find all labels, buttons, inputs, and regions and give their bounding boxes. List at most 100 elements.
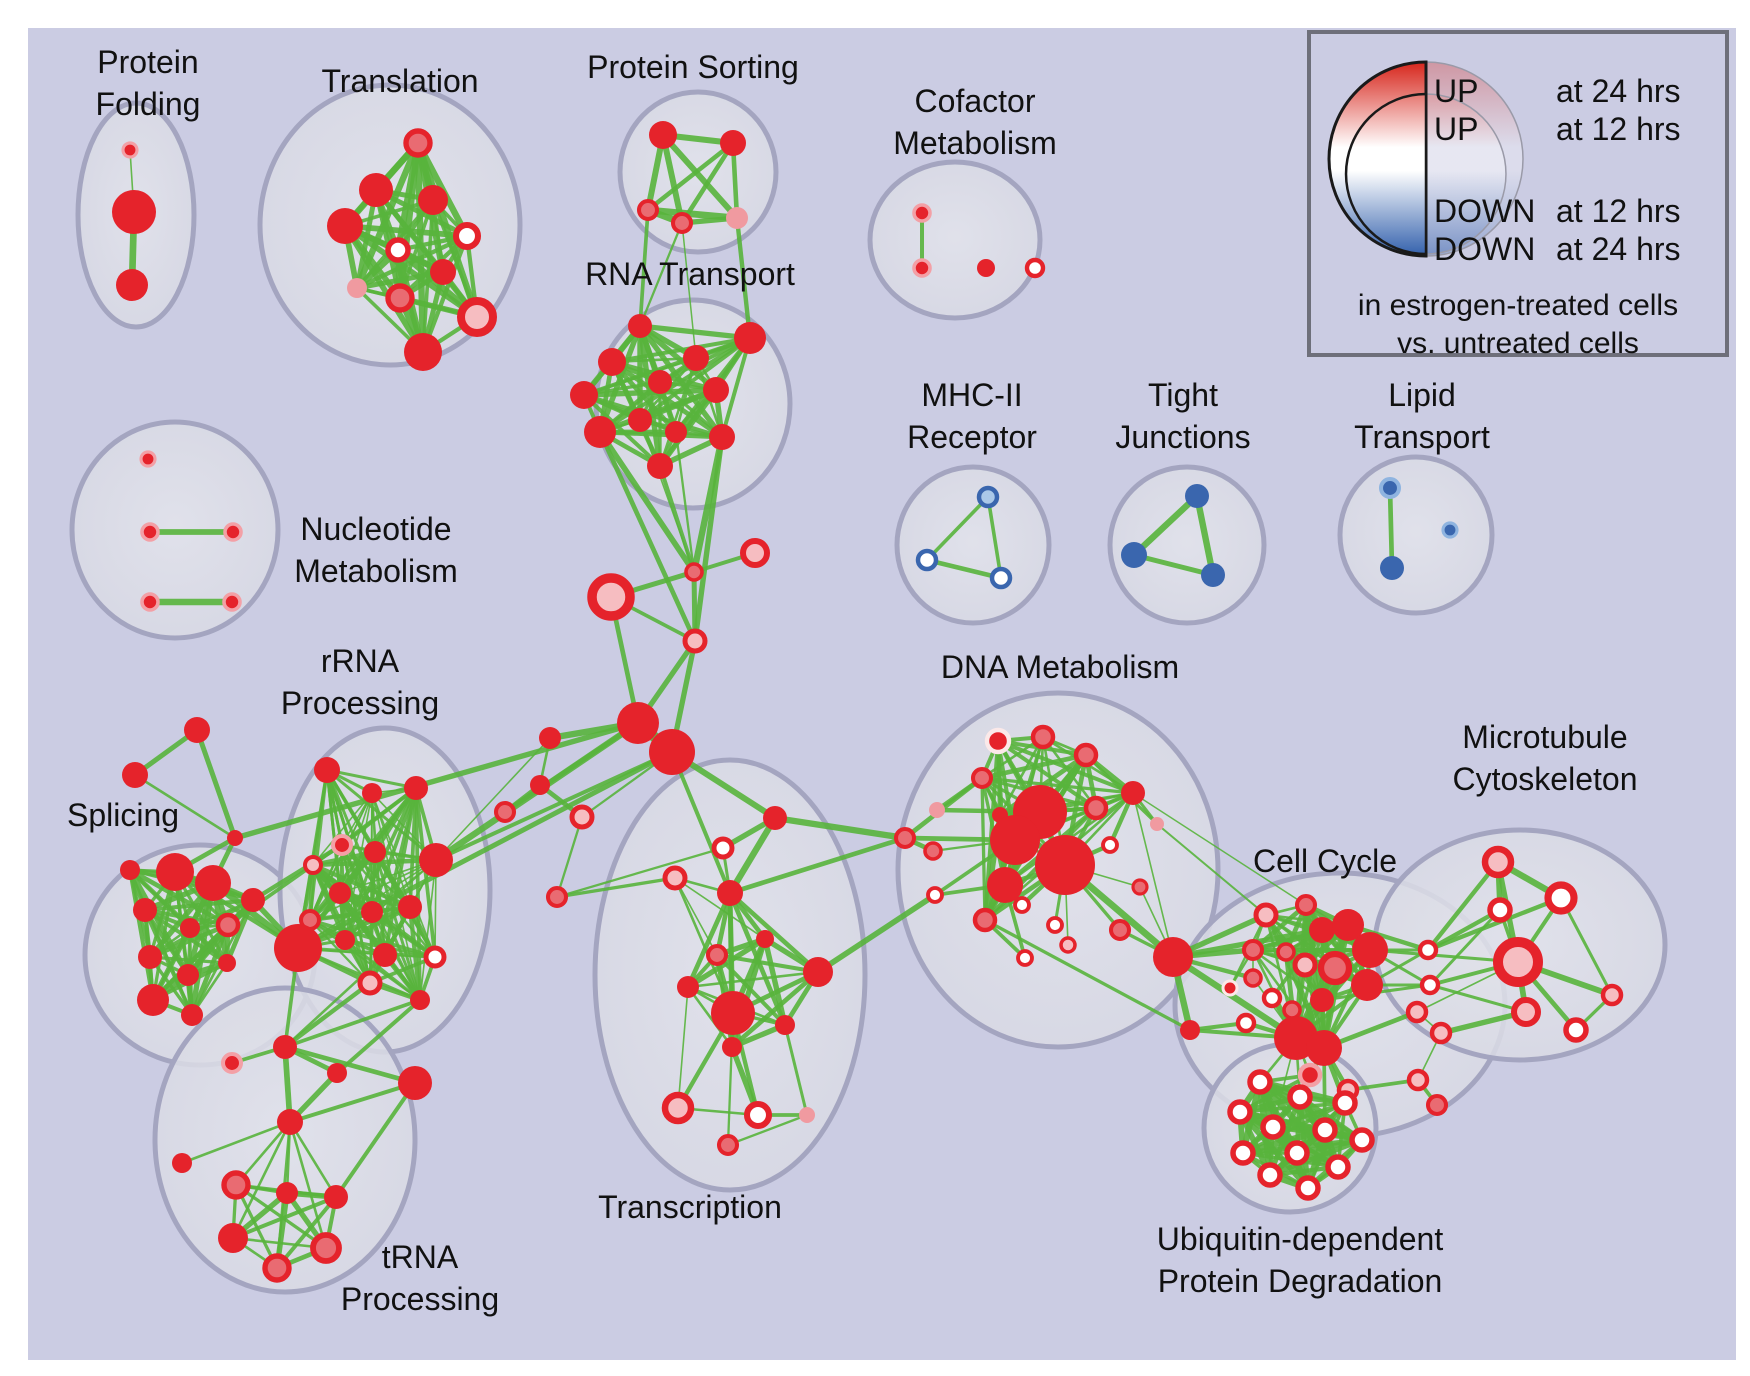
node (1425, 1093, 1449, 1117)
node (1108, 918, 1132, 942)
node (1493, 937, 1543, 987)
edge (670, 750, 732, 895)
node (677, 976, 699, 998)
node (359, 173, 393, 207)
node (628, 314, 652, 338)
node (221, 1170, 251, 1200)
node (140, 522, 160, 542)
edge (726, 814, 779, 897)
node (703, 377, 729, 403)
edge (734, 215, 753, 341)
legend-direction-label: UP (1434, 73, 1478, 109)
node (587, 573, 635, 621)
cluster-bubble-tight-junctions (1107, 464, 1267, 626)
node (1153, 937, 1193, 977)
cluster-label-trna-processing: tRNA (382, 1239, 459, 1275)
node (1306, 1030, 1342, 1066)
node (977, 259, 995, 277)
edge (980, 776, 1135, 795)
node (327, 208, 363, 244)
edge (419, 859, 437, 1001)
node (121, 141, 139, 159)
node (734, 322, 766, 354)
edge (555, 846, 725, 899)
edge (762, 936, 788, 1028)
edge (354, 269, 446, 291)
node (711, 836, 735, 860)
node (1083, 795, 1109, 821)
node (222, 592, 242, 612)
node (711, 991, 755, 1035)
edge (1238, 1101, 1347, 1114)
node (972, 907, 998, 933)
node (1180, 1020, 1200, 1040)
legend-time-label: at 12 hrs (1556, 193, 1681, 229)
node (1253, 902, 1279, 928)
cluster-label-ubiquitin-degradation: Protein Degradation (1158, 1263, 1443, 1299)
node (140, 592, 160, 612)
node (241, 888, 265, 912)
node (1309, 917, 1335, 943)
node (1030, 724, 1056, 750)
node (1487, 897, 1513, 923)
edge (128, 868, 194, 1017)
edge (231, 1120, 292, 1240)
node (373, 943, 397, 967)
node (1378, 476, 1402, 500)
node (273, 1035, 297, 1059)
node (362, 783, 382, 803)
node (912, 258, 932, 278)
node (218, 1223, 248, 1253)
node (1227, 1099, 1253, 1125)
node (1241, 938, 1265, 962)
node (584, 416, 616, 448)
edge (686, 985, 734, 1049)
node (662, 865, 688, 891)
edge (133, 773, 237, 840)
cluster-label-microtubule-cytoskeleton: Microtubule (1462, 719, 1627, 755)
legend-time-label: at 12 hrs (1556, 111, 1681, 147)
node (1325, 1154, 1351, 1180)
node (1294, 893, 1318, 917)
node (1563, 1017, 1589, 1043)
node (133, 898, 157, 922)
node (404, 776, 428, 800)
node (617, 702, 659, 744)
node (139, 450, 157, 468)
edge (127, 867, 191, 978)
edge (637, 323, 663, 469)
edge (288, 1120, 328, 1250)
edge (312, 792, 373, 866)
edge (1428, 983, 1528, 1014)
edge (1559, 896, 1614, 997)
edge (980, 776, 987, 922)
node (1235, 1012, 1257, 1034)
node (1276, 942, 1296, 962)
edge (308, 918, 372, 985)
edge (1084, 753, 1159, 826)
node (385, 237, 411, 263)
edge (1193, 492, 1217, 579)
node (1221, 979, 1239, 997)
cluster-label-protein-sorting: Protein Sorting (587, 49, 799, 85)
edge (128, 868, 155, 1002)
node (1417, 939, 1439, 961)
node (120, 860, 140, 880)
edge (282, 1044, 418, 1086)
node (335, 930, 355, 950)
node (1101, 836, 1119, 854)
legend-circle-left (1344, 92, 1428, 256)
edge (674, 877, 766, 940)
node (720, 130, 746, 156)
node (670, 211, 694, 235)
node (970, 766, 994, 790)
edge (582, 356, 698, 397)
cluster-label-nucleotide-metabolism: Nucleotide (300, 511, 451, 547)
edge (726, 1113, 809, 1147)
cluster-label-trna-processing: Processing (341, 1281, 499, 1317)
cluster-label-rrna-processing: rRNA (321, 643, 400, 679)
edge (581, 387, 719, 398)
edge (1425, 907, 1503, 953)
node (545, 885, 569, 909)
